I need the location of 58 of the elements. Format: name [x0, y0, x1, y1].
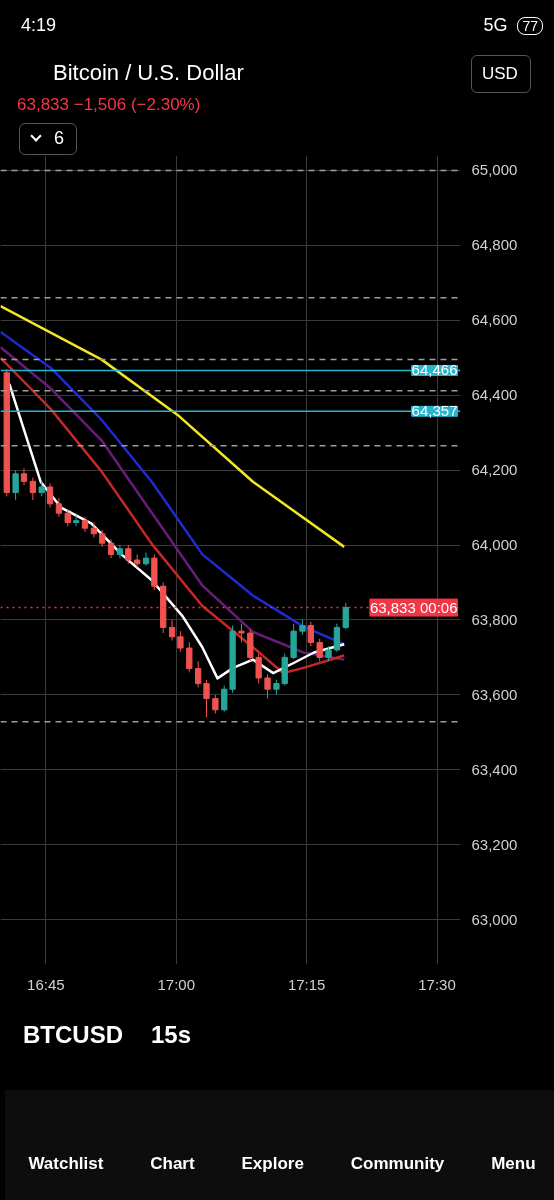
chart-title: Bitcoin / U.S. Dollar	[53, 59, 244, 87]
y-tick-label: 63,000	[471, 910, 518, 928]
text: Community	[350, 1153, 445, 1175]
candlestick	[72, 514, 80, 527]
text: 6	[19, 123, 78, 155]
candlestick	[255, 653, 262, 685]
ref-line-label: 64,357	[411, 402, 458, 420]
chart-subtitle: 63,833 −1,506 (−2.30%)	[17, 94, 201, 116]
ref-line-label: 63,833 00:06	[369, 599, 458, 617]
candlestick	[238, 623, 245, 643]
y-tick-label: 63,600	[471, 685, 518, 703]
candlestick	[46, 482, 54, 509]
candlestick	[29, 477, 36, 501]
y-tick-label: 65,000	[471, 161, 518, 179]
y-tick-label: 64,600	[471, 311, 518, 329]
candlestick	[12, 469, 19, 501]
y-tick-label: 63,200	[471, 835, 518, 853]
candlestick	[133, 553, 141, 568]
y-tick-label: 63,800	[471, 610, 518, 628]
text: Chart	[150, 1153, 195, 1175]
y-tick-label: 64,000	[471, 536, 518, 554]
candlestick	[203, 679, 210, 718]
text: BTCUSD	[23, 1019, 123, 1050]
text: 15s	[151, 1019, 192, 1050]
x-tick-label: 17:15	[287, 975, 326, 993]
candlestick	[307, 621, 314, 647]
x-tick-label: 17:30	[418, 975, 456, 993]
candlestick	[333, 623, 341, 653]
candlestick	[168, 619, 176, 642]
candlestick	[55, 497, 63, 518]
text: 77	[517, 17, 543, 35]
text: Menu	[491, 1153, 536, 1175]
text: Watchlist	[28, 1153, 104, 1175]
candlestick	[142, 552, 150, 567]
candlestick	[264, 673, 271, 700]
text: USD	[471, 55, 531, 94]
candlestick	[186, 641, 193, 673]
candlestick	[316, 638, 323, 662]
candlestick	[212, 694, 219, 715]
y-tick-label: 63,400	[471, 760, 518, 778]
candlestick	[177, 630, 184, 653]
candlestick	[125, 544, 132, 565]
y-tick-label: 64,800	[471, 236, 518, 254]
line-series	[0, 304, 346, 549]
y-tick-label: 64,400	[471, 386, 518, 404]
x-tick-label: 16:45	[27, 975, 65, 993]
y-tick-label: 64,200	[471, 461, 518, 479]
candlestick	[107, 538, 115, 559]
text: 4:19	[21, 14, 57, 37]
x-tick-label: 17:00	[157, 975, 196, 993]
candlestick	[20, 467, 28, 486]
ref-line-label: 64,466	[411, 361, 458, 379]
text: 5G	[483, 15, 508, 35]
candlestick	[116, 544, 124, 559]
candlestick	[342, 602, 349, 630]
candlestick	[221, 684, 228, 713]
candlestick	[195, 660, 202, 688]
text: Explore	[241, 1153, 304, 1175]
